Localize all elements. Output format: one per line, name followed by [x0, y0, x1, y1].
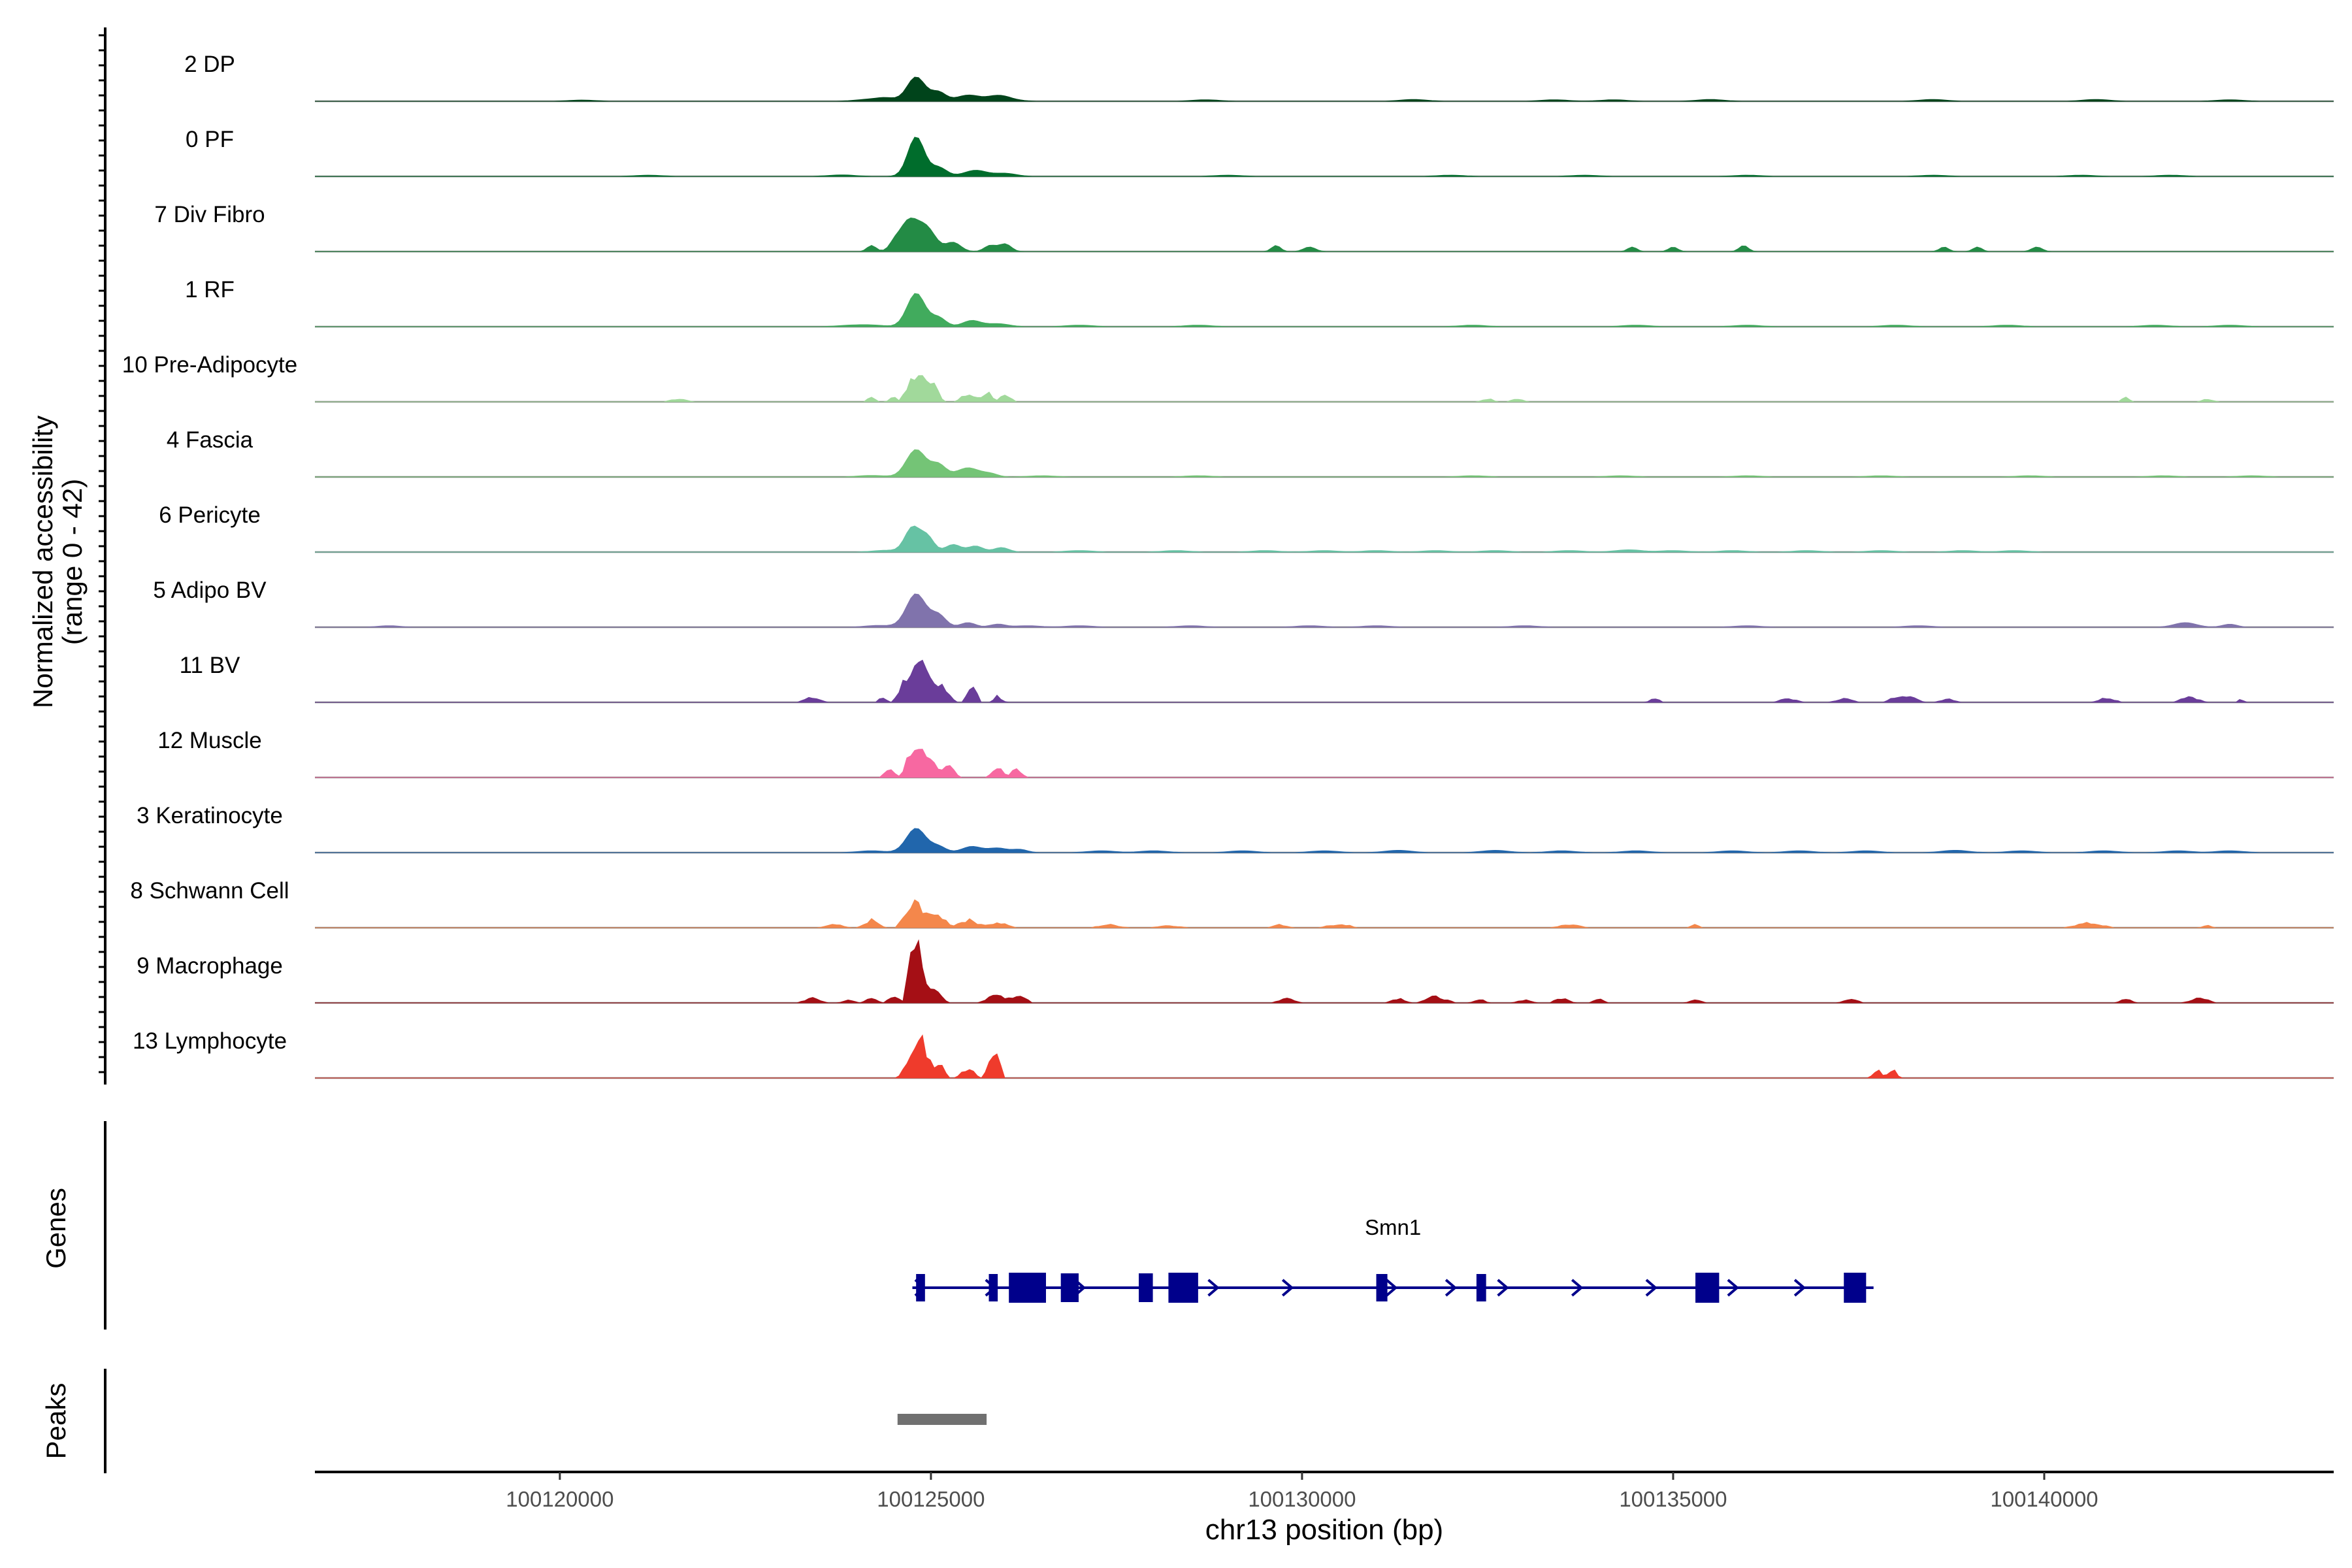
gene-strand-arrow	[1727, 1279, 1739, 1297]
coverage-track: 11 BV	[180, 653, 2334, 704]
coverage-area	[315, 293, 2334, 327]
coverage-area	[315, 137, 2334, 177]
gene-exon	[1060, 1273, 1079, 1302]
x-axis: 100120000 100125000 100130000 100135000 1001…	[315, 1471, 2334, 1511]
gene-strand-arrow	[1445, 1279, 1458, 1297]
gene-exon	[1695, 1273, 1720, 1303]
coverage-track: 6 Pericyte	[159, 502, 2334, 553]
coverage-area	[315, 525, 2334, 553]
gene-strand-arrow	[1793, 1279, 1806, 1297]
coverage-track: 2 DP	[184, 52, 2334, 103]
gene-exon	[1168, 1273, 1198, 1303]
coverage-area	[315, 899, 2334, 928]
track-label: 7 Div Fibro	[154, 202, 265, 227]
coverage-area	[315, 659, 2334, 703]
coverage-track: 10 Pre-Adipocyte	[122, 352, 2334, 403]
track-label: 0 PF	[186, 127, 234, 152]
gene-exon	[1138, 1273, 1153, 1302]
coverage-track: 0 PF	[186, 127, 2334, 178]
x-tick-label: 100135000	[1619, 1487, 1727, 1511]
track-label: 12 Muscle	[157, 728, 262, 753]
genes-axis-label: Genes	[41, 1188, 71, 1269]
track-label: 9 Macrophage	[137, 953, 283, 979]
gene-strand-arrow	[1281, 1279, 1294, 1297]
gene-exon	[1476, 1274, 1486, 1301]
gene-exon	[1844, 1273, 1867, 1303]
coverage-area	[315, 449, 2334, 478]
track-label: 6 Pericyte	[159, 502, 261, 528]
coverage-track: 13 Lymphocyte	[133, 1028, 2334, 1079]
coverage-track: 9 Macrophage	[137, 939, 2334, 1004]
coverage-area	[315, 939, 2334, 1004]
track-label: 2 DP	[184, 52, 235, 77]
gene-name-label: Smn1	[1365, 1215, 1421, 1239]
gene-strand-arrow	[1207, 1279, 1220, 1297]
coverage-track: 7 Div Fibro	[154, 202, 2334, 253]
track-label: 5 Adipo BV	[153, 578, 267, 603]
coverage-area	[315, 375, 2334, 402]
track-label: 1 RF	[185, 277, 235, 302]
x-tick-label: 100125000	[877, 1487, 985, 1511]
gene-exon	[1376, 1274, 1388, 1301]
coverage-area	[315, 749, 2334, 778]
gene-exon	[1009, 1273, 1046, 1303]
peaks-axis-label: Peaks	[41, 1383, 71, 1460]
x-tick-label: 100130000	[1248, 1487, 1356, 1511]
track-label: 4 Fascia	[167, 427, 253, 453]
x-tick-label: 100120000	[506, 1487, 613, 1511]
peak-regions	[897, 1414, 987, 1425]
coverage-area	[315, 217, 2334, 252]
coverage-track: 5 Adipo BV	[153, 578, 2334, 629]
gene-strand-arrow	[1497, 1279, 1509, 1297]
track-label: 11 BV	[180, 653, 240, 678]
coverage-track: 3 Keratinocyte	[137, 803, 2334, 854]
gene-exon	[916, 1274, 925, 1301]
y-axis-title-line1: Normalized accessibility	[27, 416, 58, 708]
coverage-track: 8 Schwann Cell	[130, 878, 2334, 929]
x-axis-title: chr13 position (bp)	[1205, 1514, 1443, 1546]
y-axis-title-line2: (range 0 - 42)	[57, 479, 88, 645]
coverage-tracks: 2 DP 0 PF 7 Div Fibro 1 RF 10 Pre-Adipocyte 4…	[122, 52, 2334, 1079]
track-label: 3 Keratinocyte	[137, 803, 283, 828]
y-axis-title: Normalized accessibility (range 0 - 42)	[27, 416, 88, 708]
coverage-track: 1 RF	[185, 277, 2334, 328]
y-axis	[99, 27, 106, 1085]
peaks-panel: Peaks	[41, 1369, 987, 1473]
coverage-area	[315, 1034, 2334, 1079]
coverage-track: 4 Fascia	[167, 427, 2334, 478]
gene-model	[912, 1273, 1874, 1303]
coverage-area	[315, 593, 2334, 628]
genes-panel: Genes Smn1	[41, 1121, 1874, 1330]
coverage-track: 12 Muscle	[157, 728, 2334, 779]
gene-strand-arrow	[1645, 1279, 1658, 1297]
gene-strand-arrow	[1385, 1279, 1398, 1297]
peak-region-bar	[897, 1414, 987, 1425]
gene-exon	[988, 1274, 998, 1301]
gene-strand-arrow	[1571, 1279, 1584, 1297]
coverage-area	[315, 828, 2334, 853]
track-label: 13 Lymphocyte	[133, 1028, 287, 1054]
x-tick-label: 100140000	[1990, 1487, 2098, 1511]
track-label: 10 Pre-Adipocyte	[122, 352, 297, 378]
coverage-area	[315, 76, 2334, 102]
track-label: 8 Schwann Cell	[130, 878, 289, 904]
